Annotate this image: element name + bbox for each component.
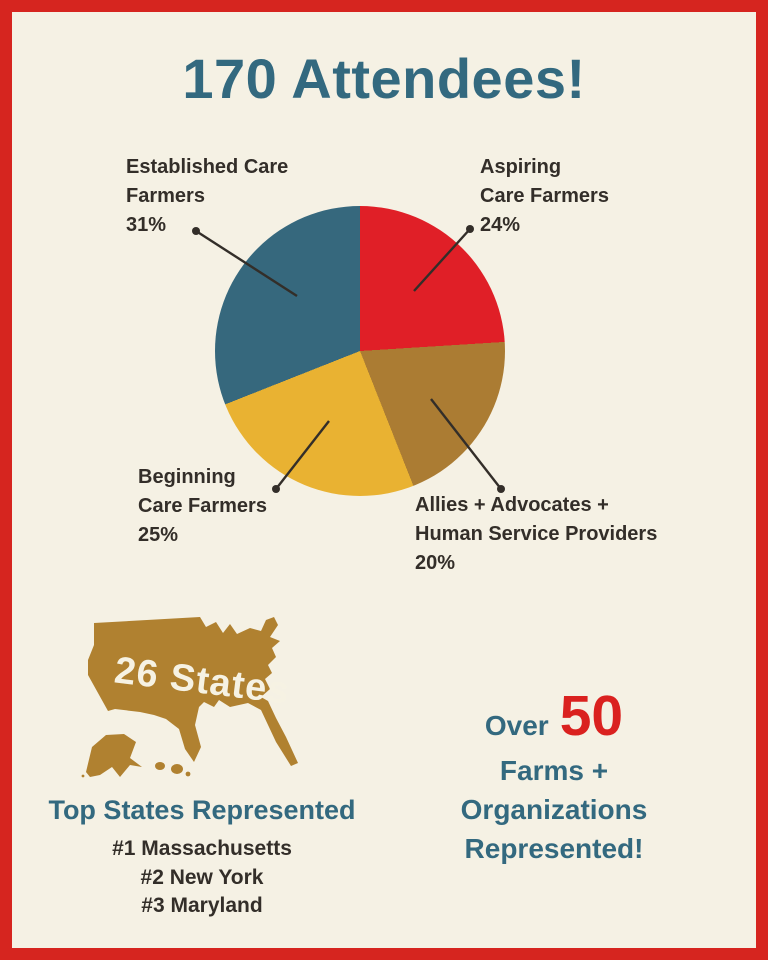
top-states-item: #1 Massachusetts <box>112 837 292 860</box>
organizations-block: Over 50 Farms + Organizations Represente… <box>429 688 679 868</box>
pie-chart <box>215 206 505 496</box>
poster-title: 170 Attendees! <box>182 47 586 110</box>
usa-mainland-shape <box>88 617 298 766</box>
pie-label-line: Allies + Advocates + <box>415 494 609 516</box>
pie-label-line: Established Care <box>126 156 289 178</box>
pie-label-percent: 25% <box>138 524 179 546</box>
organizations-count-row: Over 50 <box>429 688 679 745</box>
leader-dot-beginning <box>272 485 280 493</box>
pie-label-established: Established Care Farmers 31% <box>126 153 288 240</box>
top-states-heading: Top States Represented <box>48 795 356 825</box>
organizations-line: Organizations <box>460 794 648 825</box>
top-states-item: #2 New York <box>140 865 264 889</box>
organizations-lines: Farms + Organizations Represented! <box>429 751 679 868</box>
pie-label-line: Human Service Providers <box>415 523 658 545</box>
island <box>155 762 165 770</box>
pie-label-aspiring: Aspiring Care Farmers 24% <box>480 153 609 240</box>
alaska-shape <box>86 734 142 777</box>
pie-label-line: Farmers <box>126 185 205 207</box>
pie-label-beginning: Beginning Care Farmers 25% <box>138 463 267 550</box>
organizations-count: 50 <box>559 684 624 748</box>
pie-label-percent: 20% <box>415 552 456 574</box>
top-states-item: #3 Maryland <box>141 894 263 917</box>
pie-label-line: Care Farmers <box>480 185 609 207</box>
pie-label-percent: 31% <box>126 214 167 236</box>
aleutian-island <box>86 770 90 774</box>
pie-label-line: Care Farmers <box>138 495 267 517</box>
island <box>185 771 191 777</box>
aleutian-island <box>81 774 85 778</box>
organizations-line: Represented! <box>464 833 644 864</box>
pie-label-allies: Allies + Advocates + Human Service Provi… <box>415 491 657 578</box>
pie-label-line: Beginning <box>138 466 236 488</box>
usa-map-icon <box>81 617 298 778</box>
leader-dot-aspiring <box>466 225 474 233</box>
organizations-line: Farms + <box>499 755 609 786</box>
pie-label-percent: 24% <box>480 214 521 236</box>
organizations-over-label: Over <box>484 710 549 741</box>
island <box>171 764 183 774</box>
pie-label-line: Aspiring <box>480 156 562 178</box>
top-states-block: Top States Represented #1 Massachusetts … <box>27 795 377 921</box>
